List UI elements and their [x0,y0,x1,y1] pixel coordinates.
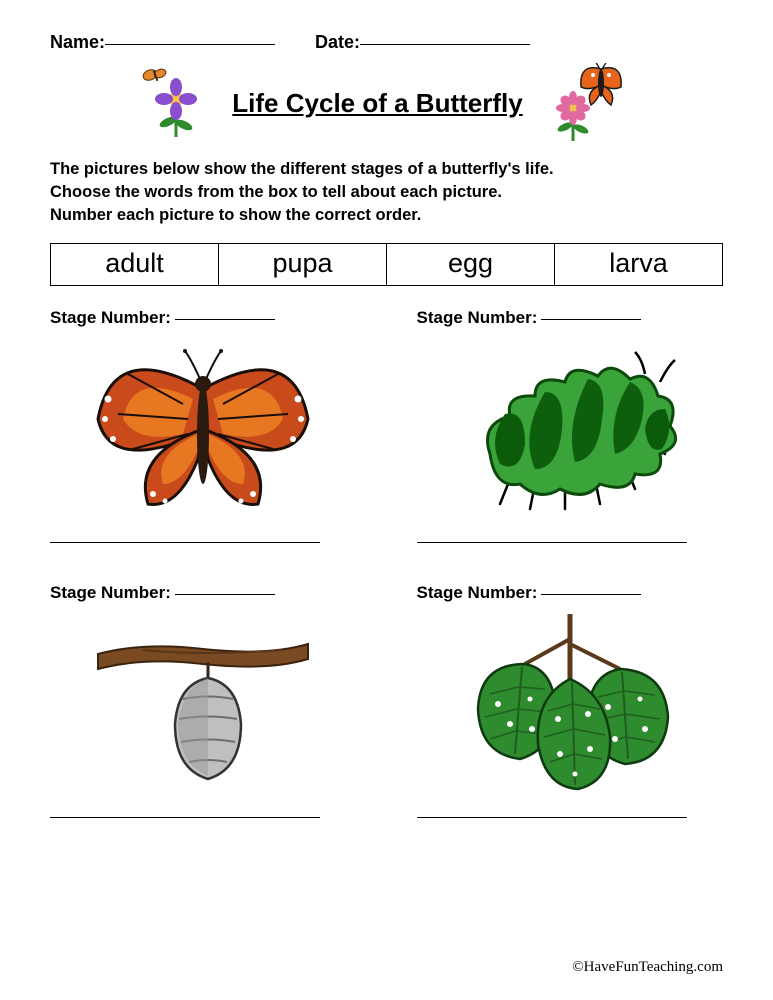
leaf-eggs-icon [417,609,724,799]
stage-number-blank[interactable] [175,594,275,595]
date-label: Date: [315,32,360,52]
stage-cell-butterfly: Stage Number: [50,308,357,543]
stage-cell-chrysalis: Stage Number: [50,583,357,818]
word-bank-cell: egg [387,244,555,285]
stage-number-label: Stage Number: [50,308,357,328]
stage-cell-caterpillar: Stage Number: [417,308,724,543]
stage-number-blank[interactable] [175,319,275,320]
word-bank-cell: pupa [219,244,387,285]
word-bank-cell: larva [555,244,722,285]
footer-credit: ©HaveFunTeaching.com [572,959,723,976]
instruction-line-3: Number each picture to show the correct … [50,204,723,227]
stage-cell-eggs: Stage Number: [417,583,724,818]
word-bank: adult pupa egg larva [50,243,723,286]
word-bank-cell: adult [51,244,219,285]
stage-number-label: Stage Number: [50,583,357,603]
stage-number-label: Stage Number: [417,583,724,603]
date-blank[interactable] [360,44,530,45]
chrysalis-icon [50,609,357,799]
name-label: Name: [50,32,105,52]
instruction-line-2: Choose the words from the box to tell ab… [50,181,723,204]
stage-number-blank[interactable] [541,319,641,320]
stage-number-label: Stage Number: [417,308,724,328]
stage-name-blank[interactable] [50,542,320,543]
stage-name-blank[interactable] [50,817,320,818]
butterfly-icon [50,334,357,524]
stage-name-blank[interactable] [417,817,687,818]
caterpillar-icon [417,334,724,524]
stage-name-blank[interactable] [417,542,687,543]
instruction-line-1: The pictures below show the different st… [50,158,723,181]
stage-number-blank[interactable] [541,594,641,595]
title-row: Life Cycle of a Butterfly [50,63,723,143]
flower-butterfly-right-icon [543,63,633,143]
name-blank[interactable] [105,44,275,45]
header-line: Name: Date: [50,32,723,53]
instructions: The pictures below show the different st… [50,158,723,227]
page-title: Life Cycle of a Butterfly [232,88,522,119]
flower-butterfly-left-icon [140,67,212,139]
stage-grid: Stage Number: [50,308,723,818]
